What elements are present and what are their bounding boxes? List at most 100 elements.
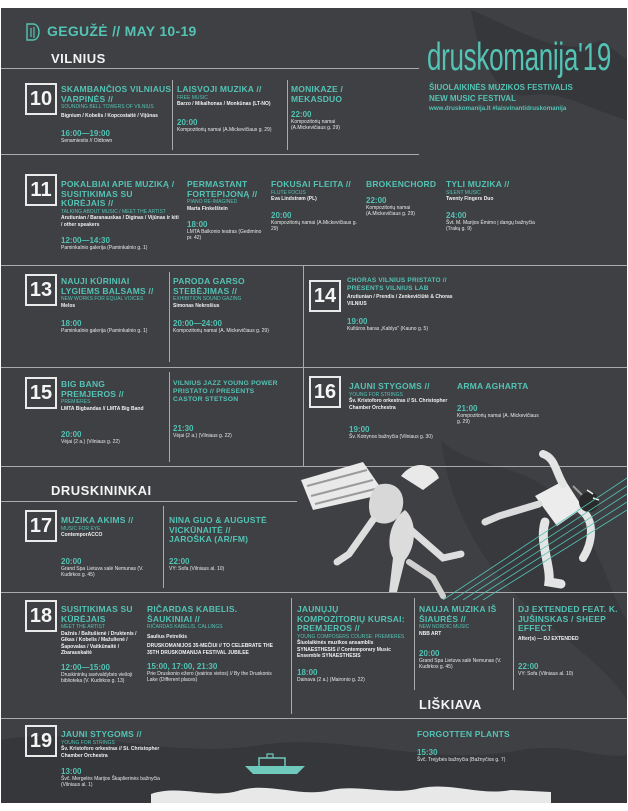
- event-venue: Grand Spa Lietuva salė Nemunas (V. Kudir…: [419, 658, 502, 671]
- event-title: FOKUSAI FLEITA //: [271, 179, 351, 189]
- event-talking-about-music: POKALBIAI APIE MUZIKĄ / SUSITIKIMAS SU K…: [61, 179, 179, 251]
- event-castor-stetson: Vilnius Jazz Young Power pristato // pre…: [173, 380, 281, 439]
- event-performers: Twenty Fingers Duo: [446, 196, 494, 202]
- divider: [1, 718, 419, 719]
- event-time: 20:00—24:00: [173, 319, 222, 328]
- divider: [303, 265, 304, 367]
- event-title: JAUNI STYGOMS //: [61, 729, 142, 739]
- event-title: FORGOTTEN PLANTS: [417, 729, 510, 739]
- divider: [287, 80, 288, 150]
- event-equal-voices: NAUJI KŪRINIAI LYGIEMS BALSAMS // NEW WO…: [61, 276, 169, 334]
- city-vilnius: VILNIUS: [51, 51, 106, 66]
- event-vilnius-lab: Choras VILNIUS pristato // presents VILN…: [347, 277, 457, 332]
- event-time: 24:00: [446, 210, 467, 220]
- event-silent-music: TYLI MUZIKA // SILENT MUSIC Twenty Finge…: [446, 179, 546, 232]
- event-venue: LMTA Balkonio teatras (Gedimino pr. 42): [187, 229, 262, 242]
- divider: [163, 506, 164, 588]
- day-number-13: 13: [25, 274, 57, 306]
- event-title: MUZIKA AKIMS //: [61, 515, 134, 525]
- event-venue: Kompozitorių namai (A.Mickevičiaus g. 29…: [177, 126, 272, 133]
- event-performers: Marta Finkelštein: [187, 205, 228, 212]
- event-title: PERMASTANT FORTEPIJONĄ //: [187, 179, 258, 199]
- divider: [169, 372, 170, 462]
- bottom-margin: [1, 803, 627, 811]
- event-performers: Melos: [61, 302, 76, 309]
- event-subtitle: YOUNG FOR STRINGS: [61, 739, 115, 746]
- divider: [1, 367, 627, 368]
- event-performers: Eva Lindstrøm (PL): [271, 196, 317, 202]
- event-venue: Dainava (2 a.) (Maironio g. 22): [297, 676, 365, 683]
- event-venue: Grand Spa Lietuva salė Nemunas (V. Kudir…: [61, 565, 144, 578]
- event-brokenchord: BROKENCHORD 22:00 Kompozitorių namai (A.…: [366, 179, 437, 217]
- divider: [172, 80, 173, 150]
- divider: [513, 598, 514, 690]
- event-subtitle: NEW NORDIC MUSIC: [419, 624, 470, 630]
- event-time: 13:00: [61, 767, 82, 776]
- event-bell-towers: SKAMBANČIOS VILNIAUS VARPINĖS // SOUNDIN…: [61, 84, 173, 144]
- event-title: BIG BANG PREMJEROS //: [61, 379, 124, 399]
- event-time: 22:00: [291, 110, 312, 119]
- event-time: 22:00: [366, 195, 387, 205]
- event-subtitle: YOUNG FOR STRINGS: [349, 391, 403, 398]
- event-piano-reimagined: PERMASTANT FORTEPIJONĄ // PIANO RE-IMAGI…: [187, 179, 267, 242]
- event-performers: LMTA Bigbandas // LMTA Big Band: [61, 405, 144, 412]
- festival-brand-title: druskomanija'19: [427, 34, 612, 79]
- event-venue: VY: Sofa (Vilniaus al. 10): [169, 565, 225, 572]
- divider: [414, 598, 415, 690]
- event-time: 12:00—14:30: [61, 236, 110, 245]
- event-venue: Kompozitorių namai (A. Mickevičiaus g. 2…: [173, 328, 269, 334]
- event-venue: Kompozitorių namai (A.Mickevičiaus g. 29…: [366, 204, 415, 217]
- event-venue: Kompozitorių namai (A. Mickevičiaus g. 2…: [457, 412, 539, 425]
- event-time: 21:30: [173, 424, 194, 433]
- event-time: 22:00: [169, 556, 190, 566]
- event-performers: Saulius Petreikis: [147, 633, 188, 640]
- festival-subtitle-lt: ŠIUOLAIKINĖS MUZIKOS FESTIVALIS: [429, 83, 573, 92]
- event-subtitle: MEET THE ARTIST: [61, 624, 105, 630]
- event-subtitle: SILENT MUSIC: [446, 189, 481, 196]
- event-big-bang: BIG BANG PREMJEROS // PREMIERES LMTA Big…: [61, 379, 161, 445]
- city-druskininkai: DRUSKININKAI: [51, 483, 152, 498]
- event-music-for-eye: MUZIKA AKIMS // MUSIC FOR EYE ContemporA…: [61, 515, 159, 578]
- event-title: BROKENCHORD: [366, 179, 437, 189]
- event-forgotten-plants: FORGOTTEN PLANTS 15:30 Švč. Trejybės baž…: [417, 729, 527, 763]
- event-subtitle: Exhibition SOUND GAZING: [173, 296, 242, 302]
- event-time: 18:00: [297, 667, 318, 677]
- day-number-10: 10: [25, 83, 57, 115]
- event-subtitle: MUSIC FOR EYE: [61, 525, 101, 532]
- event-title: NINA GUO & AUGUSTĖ VICKŪNAITĖ // JAROŠKA…: [169, 515, 267, 544]
- event-venue: Kompozitorių namai (A.Mickevičiaus g. 29…: [291, 119, 340, 132]
- day-number-15: 15: [25, 377, 57, 409]
- event-title: TYLI MUZIKA //: [446, 179, 510, 189]
- event-monikaze: MONIKAZE / MEKASDUo 22:00 Kompozitorių n…: [291, 84, 361, 132]
- event-callings: Ričardas Kabelis. ŠAUKINIAI // Ričardas …: [147, 604, 283, 684]
- event-subtitle: FLUTE FOCUS: [271, 189, 306, 196]
- event-subtitle: PREMIERES: [61, 399, 91, 405]
- festival-links[interactable]: www.druskomanija.lt #laisvinantidruskoma…: [429, 105, 567, 112]
- druskomanija-logo-icon: [26, 23, 40, 41]
- event-subtitle: TALKING ABOUT MUSIC / MEET THE ARTIST: [61, 208, 166, 215]
- event-performers: Simonas Nekrošius: [173, 302, 220, 309]
- divider: [1, 68, 419, 69]
- event-free-music: LAISVOJI MUZIKA // FREE MUSIC Barzo / Mi…: [177, 84, 283, 133]
- day-number-16: 16: [309, 376, 341, 408]
- event-title: JAUNŲJŲ KOMPOZITORIŲ KURSAI: PREMJEROS /…: [297, 604, 405, 633]
- event-young-for-strings: JAUNI STYGOMS // YOUNG FOR STRINGS Šv. K…: [349, 381, 449, 440]
- event-time: 18:00: [61, 319, 82, 328]
- divider: [1, 466, 627, 467]
- event-venue: Kultūros baras „Kablys" (Kauno g. 5): [347, 326, 428, 332]
- event-time: 15:00, 17:00, 21:30: [147, 662, 218, 671]
- event-venue: Kompozitorių namai (A.Mickevičiaus g. 29…: [271, 219, 357, 232]
- festival-subtitle-en: NEW MUSIC FESTIVAL: [429, 94, 516, 103]
- day-number-19: 19: [25, 725, 57, 757]
- event-venue: Švt. M. Marijos Ėmimo į dangų bažnyčia (…: [446, 219, 535, 232]
- event-performers: Šv. Kristoforo orkestras // St. Christop…: [61, 746, 160, 759]
- event-time: 20:00: [61, 556, 82, 566]
- city-liskiava: LIŠKIAVA: [419, 697, 482, 712]
- event-subtitle: SOUNDING BELL TOWERS OF VILNIUS: [61, 104, 154, 110]
- event-venue: Paminkalnio galerija (Paminkalnio g. 1): [61, 245, 148, 251]
- event-subtitle: NEW WORKS FOR EQUAL VOICES: [61, 296, 144, 302]
- event-subtitle: PIANO RE-IMAGINED: [187, 199, 238, 205]
- event-flute-focus: FOKUSAI FLEITA // FLUTE FOCUS Eva Lindst…: [271, 179, 361, 232]
- event-performers: Šv. Kristoforo orkestras // St. Christop…: [349, 398, 448, 411]
